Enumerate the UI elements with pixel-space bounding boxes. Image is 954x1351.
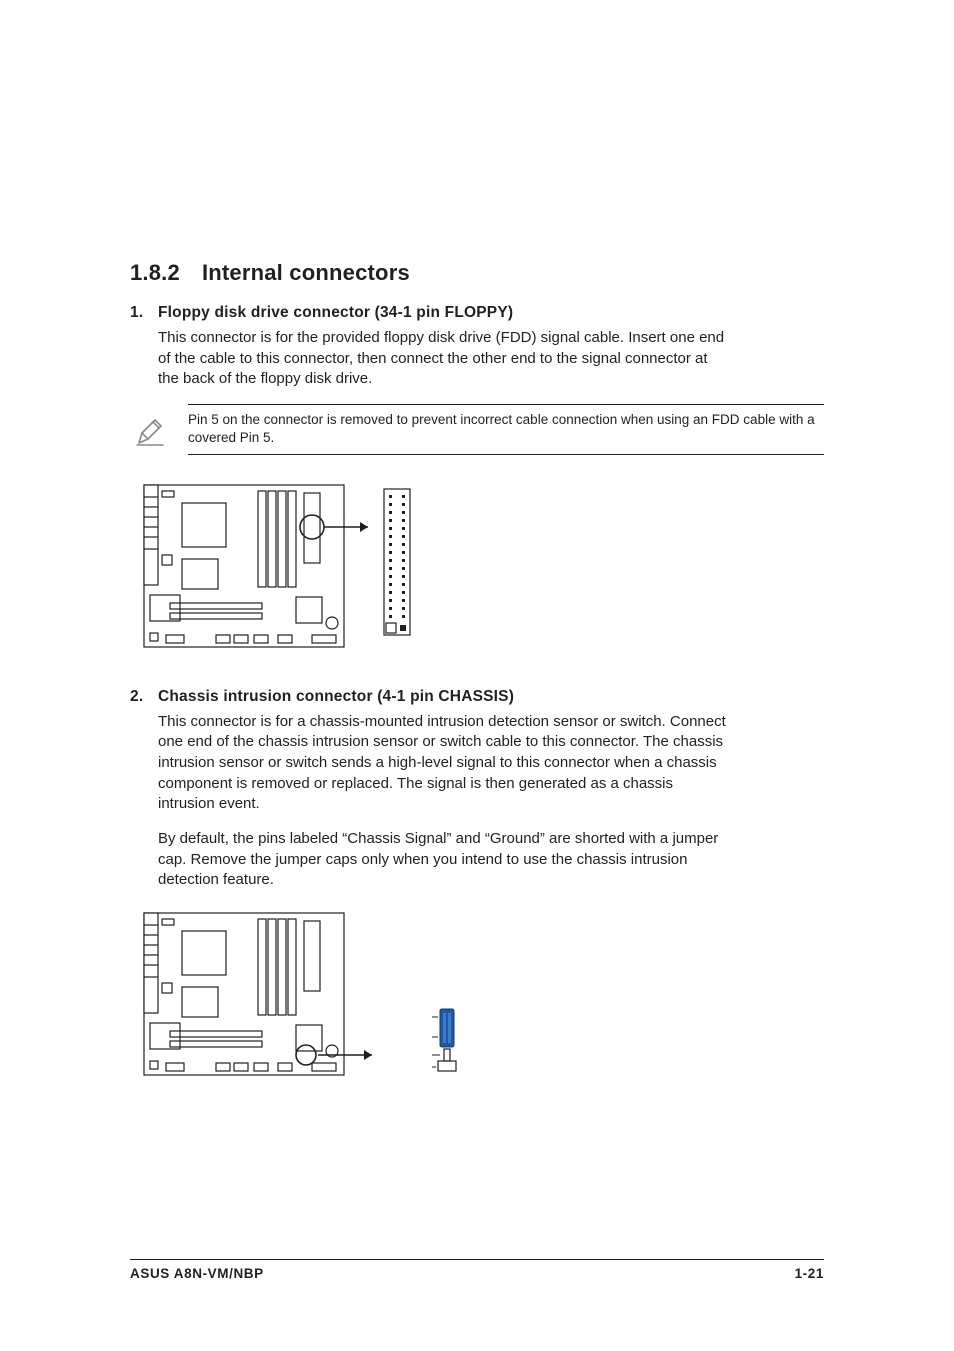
item-paragraph: This connector is for a chassis-mounted … [158, 712, 728, 815]
item-paragraph: This connector is for the provided flopp… [158, 328, 728, 390]
pencil-note-icon [130, 404, 170, 454]
item-title: Chassis intrusion connector (4-1 pin CHA… [158, 688, 514, 705]
note-body: Pin 5 on the connector is removed to pre… [188, 404, 824, 454]
footer-right: 1-21 [795, 1266, 824, 1281]
item-title: Floppy disk drive connector (34-1 pin FL… [158, 304, 513, 321]
section-number: 1.8.2 [130, 260, 180, 286]
footer-left: ASUS A8N-VM/NBP [130, 1266, 264, 1281]
section-title: Internal connectors [202, 260, 410, 285]
page-footer: ASUS A8N-VM/NBP 1-21 [130, 1259, 824, 1281]
note-row: Pin 5 on the connector is removed to pre… [130, 404, 824, 454]
page: 1.8.2 Internal connectors 1.Floppy disk d… [0, 0, 954, 1351]
item-number: 2. [130, 688, 158, 706]
item-number: 1. [130, 304, 158, 322]
footer-rule [130, 1259, 824, 1260]
item-heading: 1.Floppy disk drive connector (34-1 pin … [130, 304, 824, 322]
section-heading: 1.8.2 Internal connectors [130, 260, 824, 286]
motherboard-diagram-chassis [136, 905, 824, 1090]
note-text: Pin 5 on the connector is removed to pre… [188, 411, 824, 447]
item-heading: 2.Chassis intrusion connector (4-1 pin C… [130, 688, 824, 706]
note-rule-top [188, 404, 824, 405]
item-paragraph: By default, the pins labeled “Chassis Si… [158, 829, 728, 891]
note-rule-bottom [188, 454, 824, 455]
motherboard-diagram-floppy [136, 477, 824, 662]
